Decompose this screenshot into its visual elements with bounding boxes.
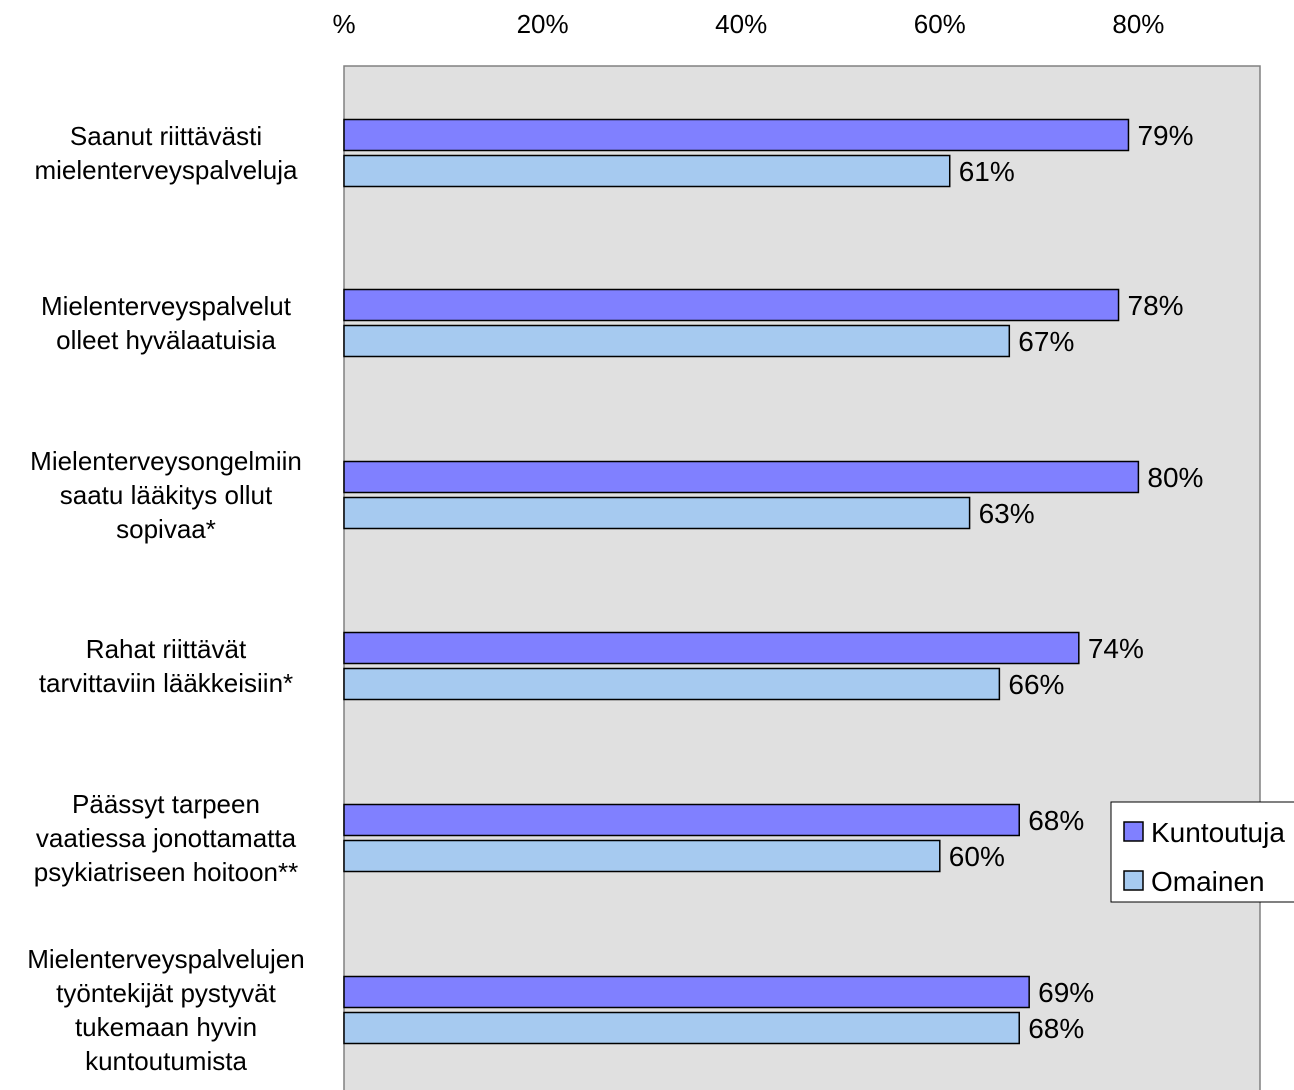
category-label: vaatiessa jonottamatta	[36, 823, 297, 853]
x-tick-label: 20%	[517, 9, 569, 39]
bar-kuntoutuja	[343, 803, 1020, 837]
bar-kuntoutuja	[343, 118, 1130, 152]
legend-swatch-kuntoutuja	[1123, 821, 1144, 842]
category-label: sopivaa*	[116, 514, 216, 544]
legend-label-omainen: Omainen	[1151, 866, 1265, 897]
x-tick-label: 40%	[715, 9, 767, 39]
bar-omainen	[343, 154, 951, 188]
bar-omainen	[343, 324, 1011, 358]
category-label: Mielenterveysongelmiin	[30, 446, 302, 476]
data-label: 66%	[1008, 669, 1064, 700]
bar-kuntoutuja	[343, 631, 1080, 665]
category-label: Mielenterveyspalvelujen	[27, 944, 304, 974]
data-label: 78%	[1128, 290, 1184, 321]
bar-omainen	[343, 496, 971, 530]
x-tick-label: %	[332, 9, 355, 39]
category-label: kuntoutumista	[85, 1046, 247, 1076]
data-label: 60%	[949, 841, 1005, 872]
legend-label-kuntoutuja: Kuntoutuja	[1151, 817, 1285, 848]
bars	[343, 118, 1140, 1045]
x-tick-label: 60%	[914, 9, 966, 39]
category-label: saatu lääkitys ollut	[60, 480, 273, 510]
data-label: 79%	[1137, 120, 1193, 151]
category-label: tarvittaviin lääkkeisiin*	[39, 668, 293, 698]
category-label: Päässyt tarpeen	[72, 789, 260, 819]
data-label: 68%	[1028, 1013, 1084, 1044]
data-label: 63%	[979, 498, 1035, 529]
category-label: olleet hyvälaatuisia	[56, 325, 276, 355]
x-axis-ticks: % 20% 40% 60% 80%	[332, 9, 1164, 39]
data-labels: 79% 78% 80% 74% 68% 69% 61% 67% 63% 66% 60% 68%	[949, 120, 1204, 1044]
bar-kuntoutuja	[343, 460, 1140, 494]
data-label: 69%	[1038, 977, 1094, 1008]
x-tick-label: 80%	[1112, 9, 1164, 39]
bar-kuntoutuja	[343, 975, 1030, 1009]
legend-swatch-omainen	[1123, 870, 1144, 891]
data-label: 67%	[1018, 326, 1074, 357]
category-label: tukemaan hyvin	[75, 1012, 257, 1042]
category-label: Rahat riittävät	[86, 634, 247, 664]
bar-omainen	[343, 667, 1001, 701]
category-label: Mielenterveyspalvelut	[41, 291, 292, 321]
category-label: työntekijät pystyvät	[56, 978, 276, 1008]
bar-kuntoutuja	[343, 288, 1120, 322]
category-label: Saanut riittävästi	[70, 121, 262, 151]
legend: Kuntoutuja Omainen	[1110, 801, 1294, 903]
category-label: psykiatriseen hoitoon**	[34, 857, 299, 887]
data-label: 80%	[1147, 462, 1203, 493]
bar-omainen	[343, 839, 941, 873]
category-labels: Saanut riittävästi mielenterveyspalveluja…	[27, 121, 304, 1076]
plot-area	[343, 65, 1261, 1090]
data-label: 74%	[1088, 633, 1144, 664]
data-label: 68%	[1028, 805, 1084, 836]
data-label: 61%	[959, 156, 1015, 187]
bar-omainen	[343, 1011, 1020, 1045]
category-label: mielenterveyspalveluja	[34, 155, 298, 185]
